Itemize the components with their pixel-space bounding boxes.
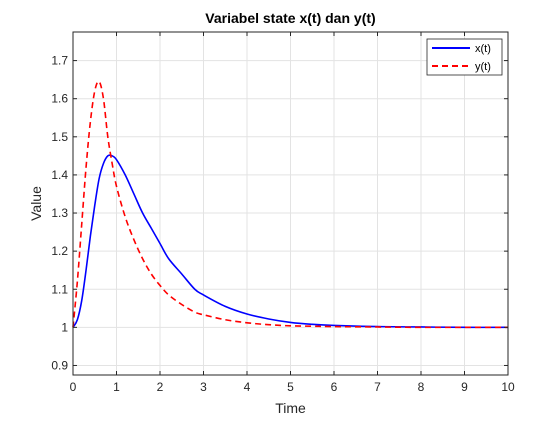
- series-line-x: [72, 154, 509, 329]
- y-tick-label: 1: [61, 320, 68, 334]
- y-tick-label: 0.9: [51, 358, 68, 372]
- x-tick-label: 10: [501, 380, 515, 394]
- legend-label-y: y(t): [475, 61, 491, 73]
- chart-title: Variabel state x(t) dan y(t): [205, 10, 375, 26]
- y-axis-label: Value: [28, 186, 44, 221]
- x-tick-label: 4: [244, 380, 251, 394]
- legend-box: [426, 38, 503, 76]
- x-tick-label: 9: [461, 380, 468, 394]
- y-tick-label: 1.7: [51, 54, 68, 68]
- legend-label-x: x(t): [475, 43, 491, 55]
- y-tick-label: 1.5: [51, 130, 68, 144]
- y-tick-label: 1.4: [51, 168, 68, 182]
- x-tick-label: 3: [200, 380, 207, 394]
- x-axis-label: Time: [275, 400, 306, 416]
- x-tick-label: 6: [331, 380, 338, 394]
- x-tick-label: 7: [374, 380, 381, 394]
- series-layer: [72, 80, 509, 329]
- x-tick-label: 2: [157, 380, 164, 394]
- x-tick-label: 5: [287, 380, 294, 394]
- y-tick-label: 1.1: [51, 282, 68, 296]
- x-tick-label: 0: [70, 380, 77, 394]
- tick-labels: 0 1 2 3 4 5 6 7 8 9 10 0.9 1 1.1 1.2 1.3 1.4 1.5 1.6 1.7: [51, 54, 515, 394]
- y-tick-label: 1.6: [51, 92, 68, 106]
- x-tick-label: 8: [418, 380, 425, 394]
- x-tick-label: 1: [113, 380, 120, 394]
- series-line-y: [72, 80, 508, 329]
- axis-ticks: [72, 32, 509, 375]
- y-tick-label: 1.3: [51, 206, 68, 220]
- y-tick-label: 1.2: [51, 244, 68, 258]
- legend: x(t) y(t): [426, 38, 503, 76]
